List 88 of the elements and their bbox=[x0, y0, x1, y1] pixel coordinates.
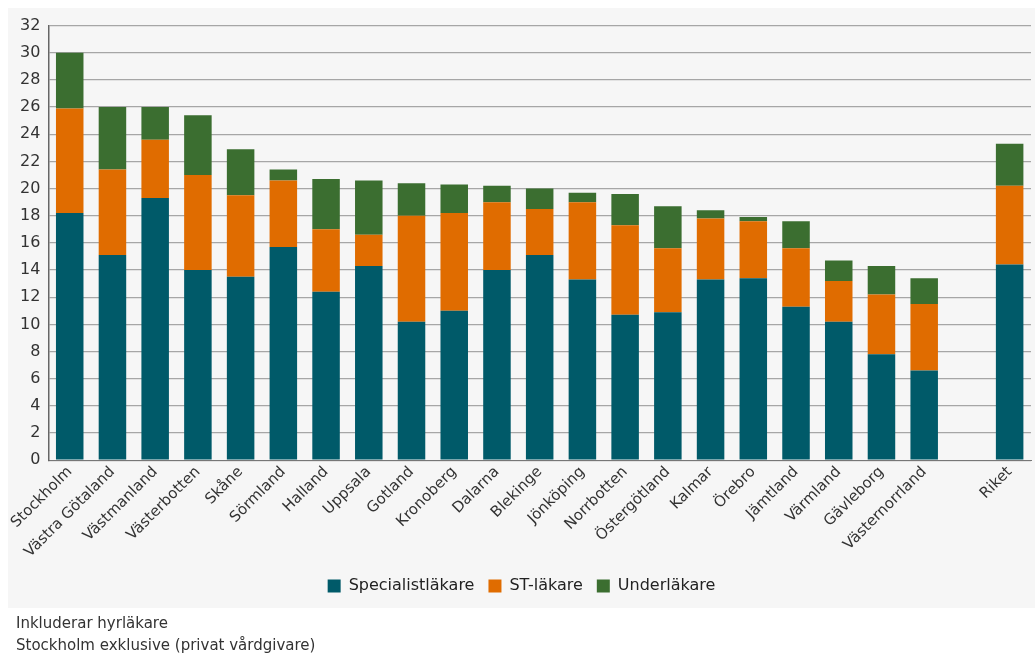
bar bbox=[440, 310, 468, 460]
bar bbox=[141, 139, 169, 199]
y-tick-label: 26 bbox=[20, 96, 41, 116]
bar bbox=[440, 184, 468, 213]
bar bbox=[696, 218, 725, 280]
legend-label: Underläkare bbox=[617, 575, 716, 595]
y-tick-label: 18 bbox=[20, 204, 41, 224]
bar bbox=[568, 202, 597, 280]
bar bbox=[355, 234, 383, 266]
y-tick-label: 30 bbox=[20, 41, 41, 61]
bar bbox=[867, 265, 896, 295]
y-tick-label: 4 bbox=[30, 394, 41, 414]
bar bbox=[312, 291, 340, 460]
bar bbox=[611, 314, 639, 460]
y-tick-label: 12 bbox=[20, 286, 41, 306]
bar bbox=[141, 198, 169, 460]
bar bbox=[483, 185, 511, 203]
bar bbox=[355, 180, 383, 235]
bar bbox=[269, 180, 298, 247]
bar bbox=[739, 221, 768, 279]
bar bbox=[995, 185, 1024, 265]
bar bbox=[98, 107, 127, 170]
bar bbox=[226, 195, 255, 277]
y-tick-label: 6 bbox=[30, 367, 41, 387]
bar bbox=[910, 303, 938, 371]
bar bbox=[910, 370, 938, 460]
bar bbox=[782, 306, 810, 460]
y-tick-label: 28 bbox=[20, 69, 41, 89]
bar bbox=[824, 260, 853, 281]
text: Stockholm exklusive (privat vårdgivare) bbox=[16, 635, 316, 656]
bar bbox=[696, 279, 725, 460]
bar bbox=[654, 248, 682, 313]
y-tick-label: 20 bbox=[20, 177, 41, 197]
bar bbox=[867, 294, 896, 355]
bar bbox=[995, 143, 1024, 186]
bar bbox=[867, 354, 896, 460]
y-tick-label: 2 bbox=[30, 422, 41, 442]
bar bbox=[397, 215, 426, 322]
bar bbox=[355, 265, 383, 460]
bar bbox=[910, 278, 938, 304]
bar bbox=[226, 276, 255, 460]
text: Inkluderar hyrläkare bbox=[16, 613, 169, 634]
bar bbox=[312, 179, 340, 230]
bar bbox=[55, 213, 84, 460]
bar bbox=[184, 270, 212, 460]
bar bbox=[824, 321, 853, 460]
bar bbox=[696, 210, 725, 219]
bar bbox=[654, 312, 682, 460]
bar bbox=[525, 188, 554, 209]
bar bbox=[226, 149, 255, 196]
bar bbox=[654, 206, 682, 249]
legend-label: ST-läkare bbox=[509, 575, 583, 595]
bar bbox=[782, 221, 810, 249]
bar bbox=[98, 255, 127, 460]
bar bbox=[184, 115, 212, 175]
bar bbox=[568, 279, 597, 460]
y-tick-label: 22 bbox=[20, 150, 41, 170]
y-tick-label: 14 bbox=[20, 259, 41, 279]
bar bbox=[525, 208, 554, 256]
y-tick-label: 32 bbox=[20, 14, 41, 34]
bar bbox=[525, 255, 554, 460]
y-tick-label: 16 bbox=[20, 232, 41, 252]
bar bbox=[611, 193, 639, 226]
bar bbox=[440, 213, 468, 311]
bar bbox=[141, 107, 169, 140]
bar bbox=[55, 52, 84, 109]
bar bbox=[995, 264, 1024, 460]
legend-label: Specialistläkare bbox=[348, 575, 475, 595]
y-tick-label: 24 bbox=[20, 123, 41, 143]
y-tick-label: 0 bbox=[30, 449, 41, 469]
bar bbox=[782, 248, 810, 307]
bar bbox=[397, 183, 426, 216]
bar bbox=[611, 225, 639, 315]
bar bbox=[568, 192, 597, 203]
bar bbox=[98, 169, 127, 256]
y-tick-label: 8 bbox=[30, 340, 41, 360]
bar bbox=[483, 202, 511, 271]
bar bbox=[184, 174, 212, 271]
y-tick-label: 10 bbox=[20, 313, 41, 333]
bar bbox=[824, 280, 853, 322]
bar bbox=[55, 108, 84, 213]
bar bbox=[269, 246, 298, 460]
bar bbox=[312, 229, 340, 292]
bar bbox=[739, 278, 768, 460]
bar bbox=[739, 217, 768, 222]
bar bbox=[269, 169, 298, 181]
bar bbox=[483, 270, 511, 460]
bar bbox=[397, 321, 426, 460]
